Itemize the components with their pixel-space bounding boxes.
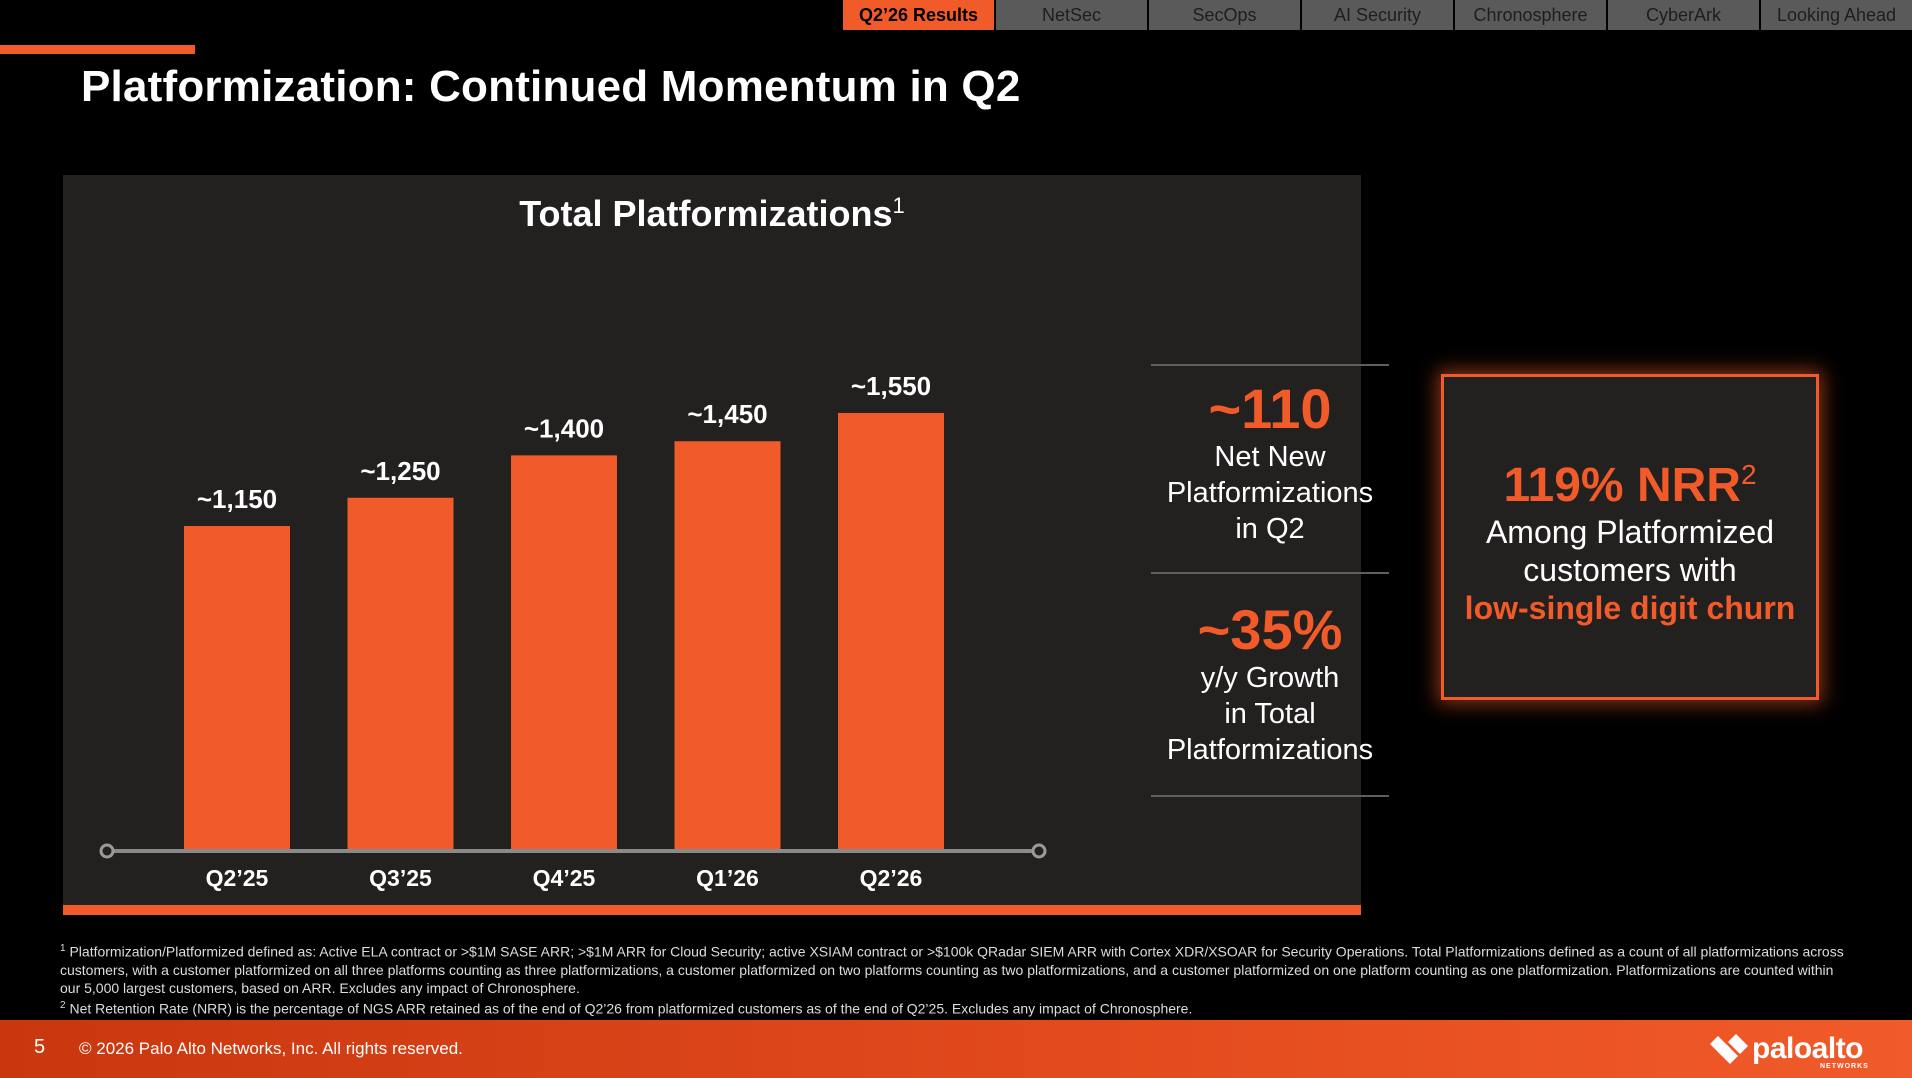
x-tick-label-5: Q2’26 xyxy=(860,865,923,891)
stat-net-new-line-3: in Q2 xyxy=(1235,513,1305,545)
nrr-line-2: customers with xyxy=(1523,551,1737,588)
tab-chronosphere[interactable]: Chronosphere xyxy=(1453,0,1606,30)
nrr-line-1: Among Platformized xyxy=(1485,513,1775,550)
chart-title-text: Total Platformizations xyxy=(519,193,893,234)
tab-looking-ahead[interactable]: Looking Ahead xyxy=(1759,0,1912,30)
logo-text: paloalto xyxy=(1752,1032,1864,1065)
x-tick-label-2: Q3’25 xyxy=(369,865,432,891)
copyright: © 2026 Palo Alto Networks, Inc. All righ… xyxy=(79,1039,463,1058)
stat-net-new-value: ~110 xyxy=(1208,377,1332,440)
nrr-highlight: low-single digit churn xyxy=(1464,589,1796,626)
bar-5 xyxy=(838,412,944,851)
nrr-value-text: 119% NRR xyxy=(1503,458,1741,512)
bar-3 xyxy=(511,455,617,851)
bar-1 xyxy=(184,526,290,851)
footnotes: 1 Platformization/Platformized defined a… xyxy=(60,940,1850,1017)
chart-title-footnote: 1 xyxy=(892,193,905,218)
chart-panel-accent-bar xyxy=(63,905,1361,915)
logo-mark-icon xyxy=(1710,1034,1748,1064)
stat-net-new: ~110 Net New Platformizations in Q2 xyxy=(1151,379,1389,547)
footnote-2-text: Net Retention Rate (NRR) is the percenta… xyxy=(69,1000,1193,1017)
x-tick-label-3: Q4’25 xyxy=(533,865,596,891)
x-tick-label-4: Q1’26 xyxy=(696,865,759,891)
page-number: 5 xyxy=(34,1036,46,1058)
bar-value-label-5: ~1,550 xyxy=(851,371,931,401)
paloalto-logo: paloalto NETWORKS xyxy=(1710,1030,1885,1070)
nrr-value: 119% NRR2 xyxy=(1503,448,1756,513)
nrr-callout: 119% NRR2 Among Platformized customers w… xyxy=(1441,374,1819,700)
footnote-2-marker: 2 xyxy=(60,999,66,1011)
footnote-1-text: Platformization/Platformized defined as:… xyxy=(60,943,1844,996)
tab-cyberark[interactable]: CyberArk xyxy=(1606,0,1759,30)
bar-value-label-1: ~1,150 xyxy=(197,484,277,514)
stats-divider-middle xyxy=(1151,572,1389,574)
stat-net-new-line-2: Platformizations xyxy=(1166,477,1374,509)
bar-chart: ~1,150 Q2’25 ~1,250 Q3’25 ~1,400 Q4’25 ~1,450 Q… xyxy=(99,371,1047,891)
chart-panel: Total Platformizations1 ~1,150 Q2’25 ~1,25… xyxy=(63,175,1389,915)
stats-divider-top xyxy=(1151,364,1389,366)
section-tabs: Q2’26 Results NetSec SecOps AI Security … xyxy=(841,0,1912,30)
stat-net-new-line-1: Net New xyxy=(1214,441,1326,473)
stat-growth: ~35% y/y Growth in Total Platformization… xyxy=(1151,600,1389,768)
footnote-1-marker: 1 xyxy=(60,943,66,954)
footer: 5 © 2026 Palo Alto Networks, Inc. All ri… xyxy=(0,1020,1912,1078)
nrr-footnote-marker: 2 xyxy=(1740,458,1757,490)
bar-4 xyxy=(674,441,781,851)
x-axis-start-cap xyxy=(99,843,115,859)
stat-growth-line-1: y/y Growth xyxy=(1200,662,1340,694)
x-tick-label-1: Q2’25 xyxy=(206,865,269,891)
title-accent-line xyxy=(0,45,195,54)
tab-ai-security[interactable]: AI Security xyxy=(1300,0,1453,30)
tab-netsec[interactable]: NetSec xyxy=(994,0,1147,30)
bar-value-label-2: ~1,250 xyxy=(360,456,440,486)
bar-value-label-4: ~1,450 xyxy=(687,399,767,429)
bar-2 xyxy=(347,497,454,851)
stats-divider-bottom xyxy=(1151,795,1389,797)
stat-growth-line-3: Platformizations xyxy=(1166,734,1374,766)
tab-q2-results[interactable]: Q2’26 Results xyxy=(841,0,994,30)
footnote-1: 1 Platformization/Platformized defined a… xyxy=(60,940,1850,997)
tab-secops[interactable]: SecOps xyxy=(1147,0,1300,30)
logo-subtext: NETWORKS xyxy=(1820,1063,1869,1070)
slide-title: Platformization: Continued Momentum in Q… xyxy=(81,62,1021,111)
chart-title: Total Platformizations1 xyxy=(63,193,1361,235)
x-axis-end-cap xyxy=(1031,843,1047,859)
stat-growth-value: ~35% xyxy=(1197,598,1343,661)
stat-growth-line-2: in Total xyxy=(1224,698,1316,730)
bar-value-label-3: ~1,400 xyxy=(524,413,604,443)
footnote-2: 2 Net Retention Rate (NRR) is the percen… xyxy=(60,997,1850,1018)
